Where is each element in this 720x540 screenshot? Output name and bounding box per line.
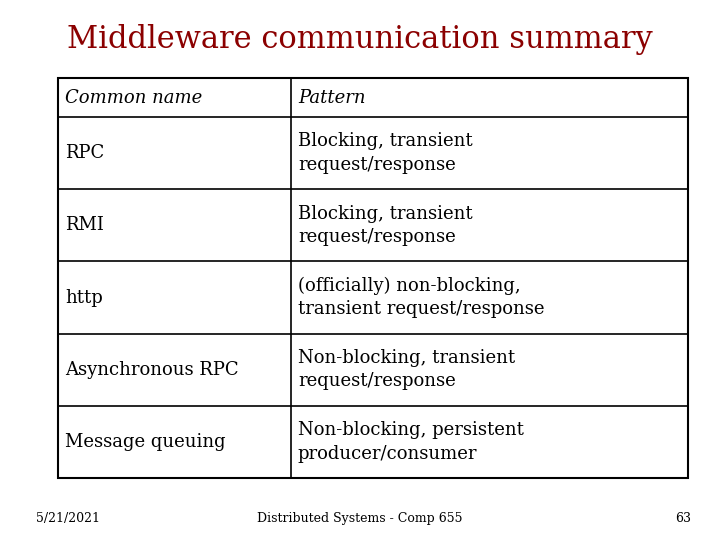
- Text: RPC: RPC: [65, 144, 104, 162]
- Text: (officially) non-blocking,
transient request/response: (officially) non-blocking, transient req…: [298, 276, 544, 319]
- Text: Blocking, transient
request/response: Blocking, transient request/response: [298, 132, 472, 174]
- Text: 5/21/2021: 5/21/2021: [36, 512, 100, 525]
- Text: Middleware communication summary: Middleware communication summary: [67, 24, 653, 55]
- Text: Asynchronous RPC: Asynchronous RPC: [65, 361, 238, 379]
- Text: Common name: Common name: [65, 89, 202, 107]
- Text: Pattern: Pattern: [298, 89, 365, 107]
- Text: Non-blocking, transient
request/response: Non-blocking, transient request/response: [298, 349, 515, 390]
- Text: Non-blocking, persistent
producer/consumer: Non-blocking, persistent producer/consum…: [298, 421, 523, 463]
- Text: http: http: [65, 288, 102, 307]
- Text: RMI: RMI: [65, 217, 104, 234]
- Text: Message queuing: Message queuing: [65, 433, 225, 451]
- Text: Distributed Systems - Comp 655: Distributed Systems - Comp 655: [257, 512, 463, 525]
- Text: 63: 63: [675, 512, 691, 525]
- Text: Blocking, transient
request/response: Blocking, transient request/response: [298, 205, 472, 246]
